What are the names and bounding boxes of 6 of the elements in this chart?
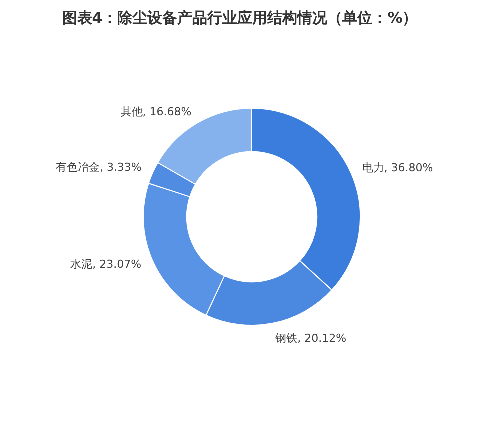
slice-label: 其他, 16.68%	[120, 106, 192, 119]
slice-label: 水泥, 23.07%	[70, 258, 142, 272]
slice-label: 钢铁, 20.12%	[274, 332, 347, 346]
chart-title: 图表4：除尘设备产品行业应用结构情况（单位：%）	[61, 9, 419, 28]
slice-label: 有色冶金, 3.33%	[56, 160, 142, 174]
slice-label: 电力, 36.80%	[362, 161, 434, 174]
